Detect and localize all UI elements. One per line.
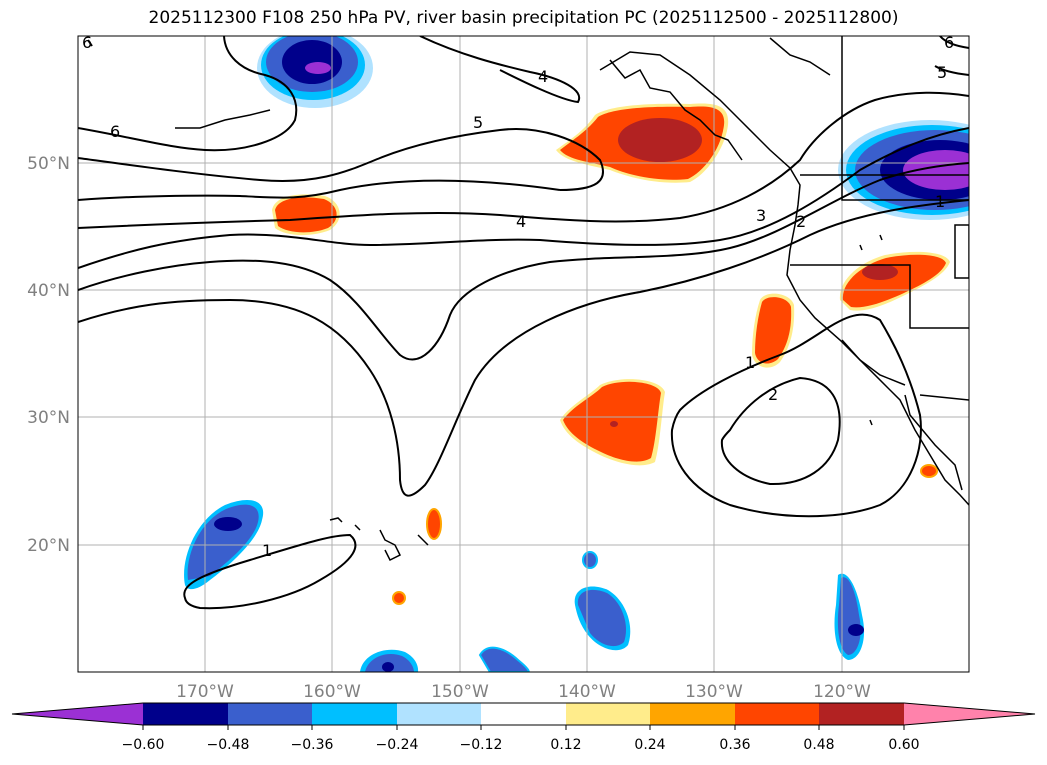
contour-labels: 6 6 6 5 5 4 4 3 2 2 1 1 1 <box>82 33 954 560</box>
lat-label-20n: 20°N <box>27 536 70 556</box>
longitude-labels: 170°W 160°W 150°W 140°W 130°W 120°W <box>176 682 871 702</box>
lon-label-150w: 150°W <box>431 682 489 702</box>
map-area: 6 6 6 5 5 4 4 3 2 2 1 1 1 <box>78 33 969 672</box>
lon-label-170w: 170°W <box>176 682 234 702</box>
svg-text:2: 2 <box>768 385 778 404</box>
pv-contours <box>78 36 969 610</box>
svg-text:1: 1 <box>262 541 272 560</box>
colorbar-tick: 0.12 <box>550 737 581 753</box>
latitude-labels: 50°N 40°N 30°N 20°N <box>27 154 70 556</box>
colorbar-segment <box>228 703 312 725</box>
lon-label-160w: 160°W <box>303 682 361 702</box>
lon-label-140w: 140°W <box>558 682 616 702</box>
lat-label-50n: 50°N <box>27 154 70 174</box>
colorbar-segment <box>566 703 650 725</box>
colorbar-segment <box>312 703 397 725</box>
svg-text:4: 4 <box>538 67 548 86</box>
colorbar-tick: −0.60 <box>122 737 165 753</box>
svg-text:3: 3 <box>756 206 766 225</box>
colorbar-segment <box>819 703 904 725</box>
svg-text:1: 1 <box>935 192 945 211</box>
svg-text:6: 6 <box>110 122 120 141</box>
colorbar-extend-min <box>12 703 143 725</box>
map-frame <box>77 35 970 673</box>
colorbar-segment <box>650 703 735 725</box>
colorbar-tick: −0.12 <box>460 737 503 753</box>
colorbar-segment <box>143 703 228 725</box>
positive-anomaly-coast <box>752 293 795 368</box>
svg-text:5: 5 <box>937 63 947 82</box>
lon-label-120w: 120°W <box>813 682 871 702</box>
colorbar: −0.60 −0.48 −0.36 −0.24 −0.12 0.12 0.24 … <box>11 702 1036 753</box>
svg-text:1: 1 <box>745 353 755 372</box>
colorbar-tick: −0.48 <box>207 737 250 753</box>
svg-text:6: 6 <box>82 33 92 52</box>
plot-title: 2025112300 F108 250 hPa PV, river basin … <box>148 8 899 28</box>
svg-text:2: 2 <box>796 212 806 231</box>
colorbar-segment <box>397 703 481 725</box>
negative-anomaly-ne <box>838 120 969 220</box>
positive-anomaly-small <box>392 464 938 605</box>
negative-anomaly-nw <box>257 36 373 108</box>
svg-text:6: 6 <box>944 33 954 52</box>
colorbar-tick: −0.36 <box>291 737 334 753</box>
svg-text:4: 4 <box>516 212 526 231</box>
colorbar-segment <box>735 703 819 725</box>
colorbar-tick: 0.36 <box>719 737 750 753</box>
svg-text:5: 5 <box>473 113 483 132</box>
colorbar-tick: −0.24 <box>376 737 419 753</box>
colorbar-segment <box>481 703 566 725</box>
positive-anomaly-west <box>272 194 340 236</box>
lat-label-40n: 40°N <box>27 281 70 301</box>
colorbar-tick: 0.60 <box>888 737 919 753</box>
colorbar-tick: 0.24 <box>634 737 665 753</box>
colorbar-tick: 0.48 <box>803 737 834 753</box>
positive-anomaly-california <box>839 251 950 311</box>
lat-label-30n: 30°N <box>27 408 70 428</box>
coastlines <box>175 36 969 562</box>
colorbar-extend-max <box>904 703 1035 725</box>
negative-anomaly-s1 <box>574 586 631 651</box>
lon-label-130w: 130°W <box>685 682 743 702</box>
